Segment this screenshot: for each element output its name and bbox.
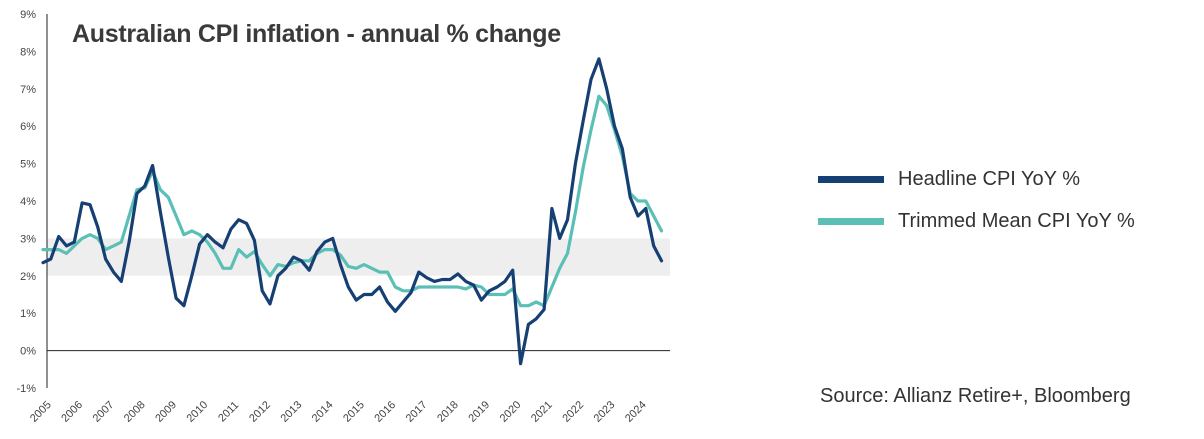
- legend-label-trimmed: Trimmed Mean CPI YoY %: [898, 209, 1135, 232]
- x-tick-label: 2008: [122, 399, 148, 425]
- y-tick-label: 7%: [20, 84, 36, 96]
- x-tick-label: 2009: [153, 399, 179, 425]
- x-tick-label: 2007: [91, 399, 117, 425]
- x-tick-label: 2013: [279, 399, 305, 425]
- legend-label-headline: Headline CPI YoY %: [898, 167, 1080, 190]
- target-band-layer: [47, 238, 670, 276]
- x-tick-label: 2011: [216, 399, 241, 424]
- axes-layer: [46, 14, 670, 388]
- x-tick-label: 2022: [560, 399, 586, 425]
- y-tick-label: 5%: [20, 159, 36, 171]
- target-band: [47, 238, 670, 276]
- x-tick-label: 2010: [185, 399, 211, 425]
- y-tick-label: 9%: [20, 9, 36, 21]
- chart-legend: Headline CPI YoY % Trimmed Mean CPI YoY …: [818, 158, 1135, 242]
- x-tick-label: 2016: [372, 399, 398, 425]
- x-tick-label: 2012: [247, 399, 273, 425]
- legend-item-trimmed: Trimmed Mean CPI YoY %: [818, 200, 1135, 242]
- source-note: Source: Allianz Retire+, Bloomberg: [820, 385, 1131, 407]
- y-tick-label: -1%: [16, 383, 36, 395]
- x-tick-label: 2018: [435, 399, 461, 425]
- series-layer: [41, 57, 664, 366]
- y-tick-label: 2%: [20, 271, 36, 283]
- x-tick-label: 2006: [59, 399, 85, 425]
- x-tick-label: 2020: [498, 399, 524, 425]
- y-tick-label: 3%: [20, 233, 36, 245]
- y-tick-label: 8%: [20, 46, 36, 58]
- y-tick-label: 1%: [20, 308, 36, 320]
- legend-swatch-trimmed: [818, 217, 884, 225]
- x-tick-label: 2014: [310, 399, 336, 425]
- y-tick-label: 0%: [20, 346, 36, 358]
- y-tick-label: 4%: [20, 196, 36, 208]
- x-tick-label: 2023: [592, 399, 618, 425]
- x-tick-label: 2021: [529, 399, 555, 425]
- x-tick-label: 2015: [341, 399, 367, 425]
- x-tick-label: 2024: [623, 399, 649, 425]
- legend-swatch-headline: [818, 175, 884, 183]
- x-tick-label: 2005: [28, 399, 54, 425]
- x-tick-label: 2017: [404, 399, 430, 425]
- chart-title: Australian CPI inflation - annual % chan…: [72, 20, 561, 48]
- series-line-headline: [41, 57, 664, 366]
- legend-item-headline: Headline CPI YoY %: [818, 158, 1135, 200]
- x-axis-ticks: 2005 2006 2007 2008 2009 2010 2011 2012 2013 2014…: [28, 399, 649, 425]
- y-axis-ticks: -1% 0% 1% 2% 3% 4% 5% 6% 7% 8% 9%: [16, 9, 36, 395]
- y-tick-label: 6%: [20, 121, 36, 133]
- x-tick-label: 2019: [466, 399, 492, 425]
